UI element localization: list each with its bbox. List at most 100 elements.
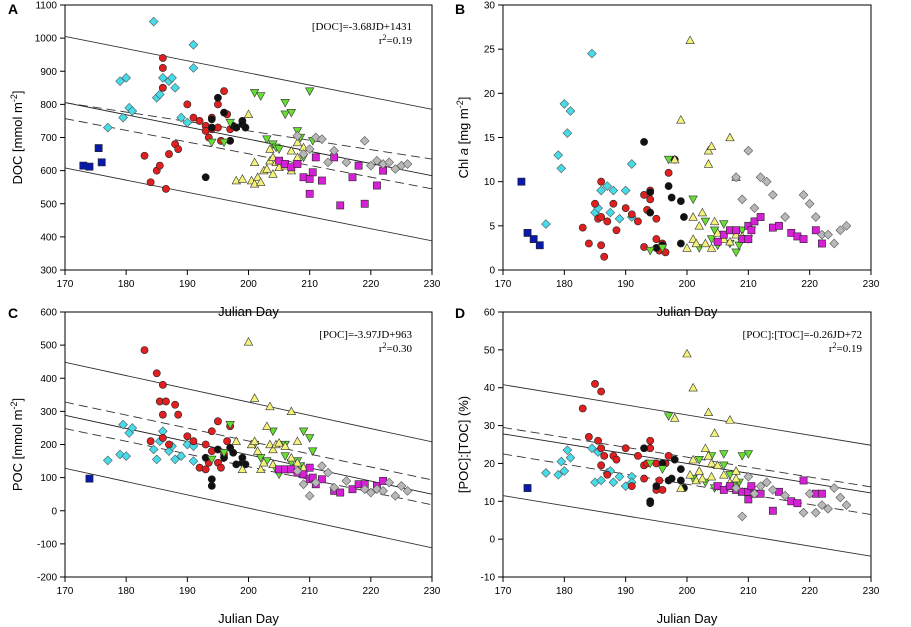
data-point-green-triangles <box>219 138 229 148</box>
data-point-red-circles <box>158 433 167 442</box>
data-point-cyan-diamonds <box>620 185 631 196</box>
data-point-yellow-triangles <box>685 35 695 44</box>
data-point-yellow-triangles <box>700 238 711 248</box>
data-point-yellow-triangles <box>249 436 260 445</box>
data-point-yellow-triangles <box>706 243 717 252</box>
data-point-black-circles <box>241 123 250 132</box>
data-point-black-circles <box>207 123 216 132</box>
data-point-cyan-diamonds <box>102 455 113 466</box>
data-point-cyan-diamonds <box>127 106 138 116</box>
y-tick-label: 15 <box>484 133 496 144</box>
data-point-yellow-triangles <box>252 172 263 181</box>
data-point-gray-diamonds <box>359 135 370 146</box>
prediction-band-line <box>503 495 871 557</box>
data-point-magenta-squares <box>775 221 783 230</box>
data-point-gray-diamonds <box>810 212 821 222</box>
data-point-black-circles <box>667 193 676 202</box>
data-point-gray-diamonds <box>359 484 370 495</box>
data-point-magenta-squares <box>293 160 302 168</box>
data-point-red-circles <box>603 470 612 479</box>
data-point-red-circles <box>603 217 612 226</box>
data-point-yellow-triangles <box>249 393 260 402</box>
data-point-gray-diamonds <box>310 132 321 143</box>
x-tick-label: 180 <box>118 279 135 290</box>
panel-letter: A <box>8 1 18 17</box>
x-tick-label: 190 <box>179 586 196 597</box>
data-point-red-circles <box>140 151 149 160</box>
data-point-gray-diamonds <box>798 507 809 518</box>
panel-letter: D <box>455 305 465 321</box>
data-point-green-triangles <box>694 455 704 465</box>
fit-lines <box>65 36 432 242</box>
data-point-magenta-squares <box>811 226 820 235</box>
data-point-red-circles <box>621 204 630 213</box>
x-tick-label: 200 <box>240 279 257 290</box>
data-point-yellow-triangles <box>670 154 680 164</box>
data-point-yellow-triangles <box>268 444 278 454</box>
y-axis-label: DOC [mmol m-2] <box>9 91 25 185</box>
data-point-yellow-triangles <box>286 145 297 155</box>
data-point-cyan-diamonds <box>553 150 564 160</box>
data-point-black-circles <box>207 115 216 124</box>
data-point-yellow-triangles <box>249 157 260 167</box>
data-point-magenta-squares <box>360 199 369 208</box>
data-point-black-circles <box>652 482 661 491</box>
data-point-red-circles <box>600 451 609 460</box>
data-points <box>523 348 852 522</box>
data-point-yellow-triangles <box>700 443 711 452</box>
data-point-gray-diamonds <box>731 483 741 493</box>
data-point-gray-diamonds <box>292 466 303 476</box>
data-point-cyan-diamonds <box>118 419 128 430</box>
data-point-red-circles <box>201 465 210 474</box>
data-point-black-circles <box>238 453 247 462</box>
data-point-cyan-diamonds <box>596 475 606 486</box>
data-point-cyan-diamonds <box>614 471 625 482</box>
x-tick-label: 190 <box>617 586 634 597</box>
data-point-cyan-diamonds <box>176 112 187 123</box>
data-point-green-triangles <box>731 248 741 258</box>
data-point-yellow-triangles <box>712 460 723 469</box>
data-point-magenta-squares <box>744 495 753 504</box>
data-point-yellow-triangles <box>688 454 698 464</box>
data-point-green-triangles <box>663 155 674 165</box>
data-point-magenta-squares <box>747 226 756 235</box>
data-point-green-triangles <box>743 450 754 459</box>
data-point-black-circles <box>640 444 648 453</box>
data-point-cyan-diamonds <box>115 449 125 460</box>
data-point-green-triangles <box>700 217 711 227</box>
data-point-gray-diamonds <box>780 212 790 222</box>
data-point-magenta-squares <box>793 499 802 508</box>
data-point-yellow-triangles <box>286 452 297 462</box>
data-point-green-triangles <box>645 246 655 256</box>
data-point-magenta-squares <box>799 235 808 243</box>
data-point-yellow-triangles <box>709 428 720 437</box>
data-point-red-circles <box>195 117 204 125</box>
x-tick-label: 200 <box>679 586 696 597</box>
y-tick-label: 500 <box>40 341 57 352</box>
data-point-green-triangles <box>688 195 698 205</box>
y-tick-label: 10 <box>484 177 496 188</box>
data-point-navy-squares <box>85 162 94 171</box>
y-tick-label: 100 <box>40 473 57 484</box>
data-point-red-circles <box>612 455 621 464</box>
data-point-red-circles <box>183 100 192 109</box>
x-tick-label: 170 <box>57 586 74 597</box>
data-point-yellow-triangles <box>265 144 275 153</box>
data-point-cyan-diamonds <box>556 163 567 174</box>
data-point-yellow-triangles <box>252 446 263 455</box>
data-point-cyan-diamonds <box>182 117 193 128</box>
x-tick-label: 230 <box>424 279 441 290</box>
y-tick-label: 1000 <box>35 34 58 45</box>
data-point-cyan-diamonds <box>170 82 180 93</box>
data-point-red-circles <box>597 461 606 470</box>
data-point-cyan-diamonds <box>559 99 570 109</box>
data-point-gray-diamonds <box>749 488 760 499</box>
prediction-band-line <box>65 467 432 549</box>
data-point-black-circles <box>640 138 648 146</box>
data-point-black-circles <box>201 453 210 462</box>
data-point-magenta-squares <box>750 217 759 226</box>
data-point-cyan-diamonds <box>562 445 573 456</box>
data-point-red-circles <box>591 380 599 388</box>
data-point-yellow-triangles <box>694 466 704 475</box>
